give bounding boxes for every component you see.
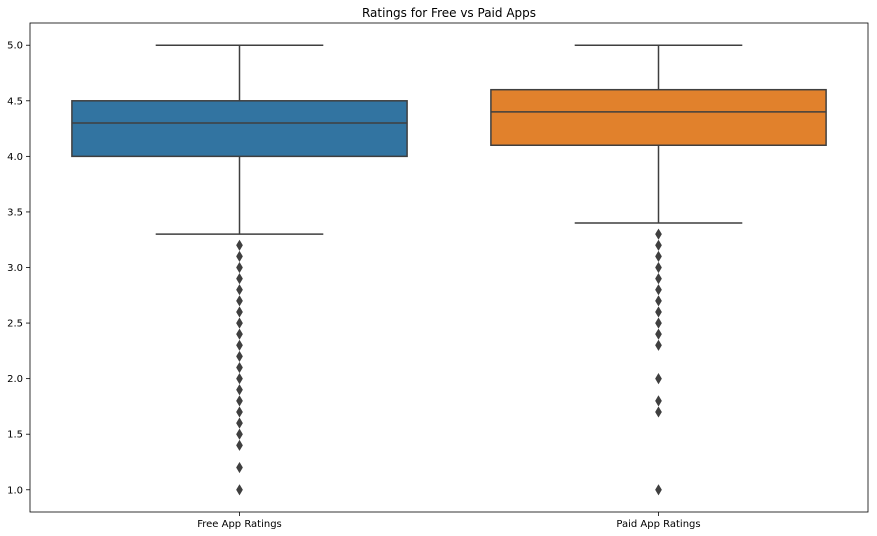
outlier-point xyxy=(236,295,243,307)
y-tick-label: 5.0 xyxy=(7,41,23,52)
y-axis: 1.0 1.5 2.0 2.5 3.0 3.5 4.0 4.5 5.0 xyxy=(7,41,30,496)
outlier-point xyxy=(655,284,662,296)
y-tick-label: 1.5 xyxy=(7,430,23,441)
outlier-point xyxy=(655,328,662,340)
outlier-point xyxy=(236,328,243,340)
outlier-point xyxy=(236,284,243,296)
outlier-point xyxy=(236,339,243,351)
y-tick-label: 1.0 xyxy=(7,485,23,496)
outlier-point xyxy=(236,461,243,474)
outlier-point xyxy=(236,306,243,318)
y-tick-label: 4.0 xyxy=(7,152,23,163)
y-tick-label: 2.5 xyxy=(7,319,23,330)
outlier-point xyxy=(236,373,243,385)
x-tick-label: Paid App Ratings xyxy=(616,519,700,530)
outlier-point xyxy=(655,373,662,385)
outlier-point xyxy=(655,306,662,318)
y-tick-label: 3.0 xyxy=(7,263,23,274)
outlier-point xyxy=(236,273,243,285)
outlier-point xyxy=(655,295,662,307)
outlier-point xyxy=(655,239,662,251)
outlier-point xyxy=(655,339,662,351)
outlier-point xyxy=(236,439,243,451)
outlier-point xyxy=(236,317,243,329)
outlier-point xyxy=(655,261,662,274)
outlier-point xyxy=(236,361,243,374)
x-tick-label: Free App Ratings xyxy=(197,519,282,530)
outlier-point xyxy=(236,239,243,251)
y-tick-label: 3.5 xyxy=(7,207,23,218)
outlier-point xyxy=(236,406,243,418)
boxes xyxy=(71,44,827,496)
y-tick-label: 4.5 xyxy=(7,96,23,107)
outlier-point xyxy=(236,417,243,429)
box-group-free xyxy=(71,44,408,496)
iqr-box xyxy=(71,100,408,158)
outlier-point xyxy=(236,250,243,262)
outlier-point xyxy=(655,317,662,329)
y-tick-label: 2.0 xyxy=(7,374,23,385)
outlier-point xyxy=(655,250,662,262)
chart-title: Ratings for Free vs Paid Apps xyxy=(362,6,536,20)
box-group-paid xyxy=(490,44,827,496)
x-axis: Free App Ratings Paid App Ratings xyxy=(197,512,701,530)
outlier-point xyxy=(655,228,662,240)
outlier-point xyxy=(655,273,662,285)
outlier-point xyxy=(655,395,662,407)
outlier-point xyxy=(655,484,662,496)
outlier-point xyxy=(236,395,243,407)
iqr-box xyxy=(490,88,827,146)
outlier-point xyxy=(236,350,243,362)
outlier-point xyxy=(236,384,243,396)
outlier-point xyxy=(655,406,662,418)
outlier-point xyxy=(236,428,243,440)
outlier-point xyxy=(236,484,243,496)
outlier-point xyxy=(236,261,243,274)
